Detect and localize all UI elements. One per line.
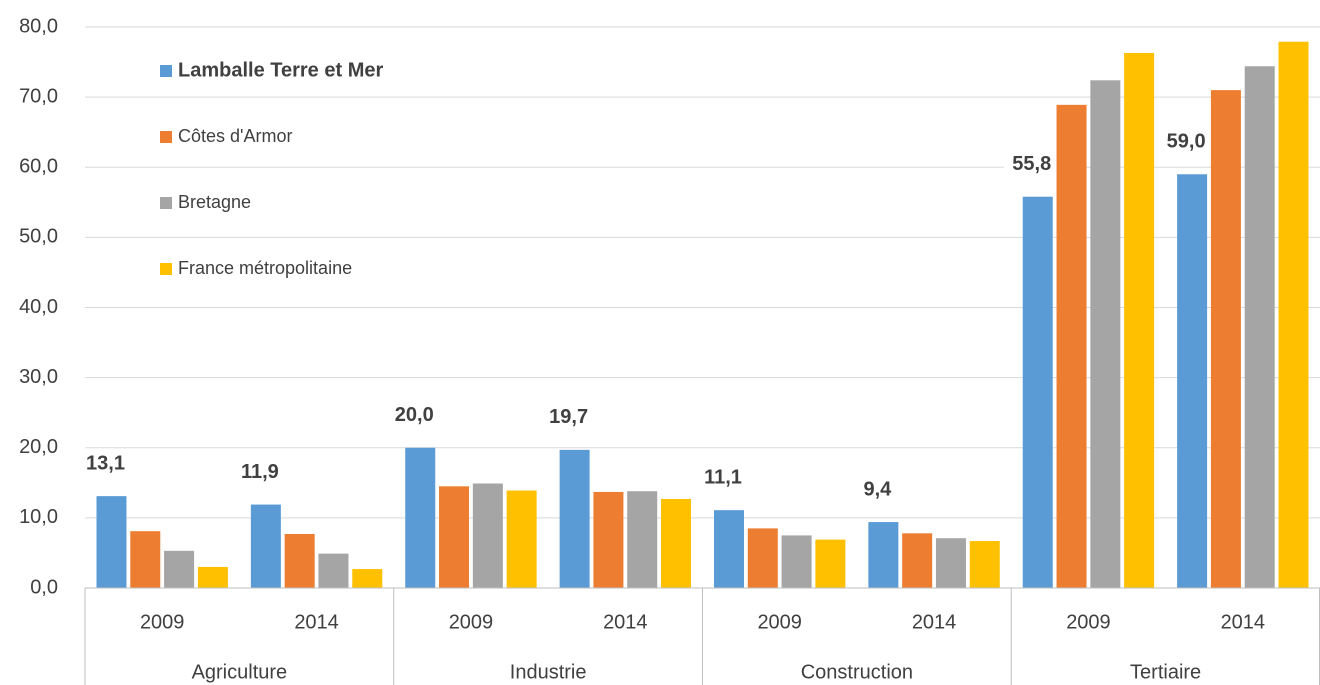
bar (96, 496, 127, 588)
x-tick-label: 2009 (1066, 611, 1111, 633)
y-tick-label: 60,0 (19, 156, 58, 178)
data-label-bg (849, 476, 906, 505)
y-tick-label: 20,0 (19, 436, 58, 458)
bar (868, 522, 899, 588)
bar (661, 498, 692, 588)
data-label-bg (386, 401, 443, 430)
data-label: 55,8 (1012, 153, 1051, 175)
group-label: Construction (801, 661, 913, 683)
legend-swatch (160, 197, 172, 209)
data-label: 59,0 (1167, 131, 1206, 153)
data-label: 11,1 (704, 466, 742, 488)
y-tick-label: 10,0 (19, 506, 58, 528)
bar (506, 490, 537, 588)
legend-label: Bretagne (178, 192, 251, 212)
legend-label: Côtes d'Armor (178, 126, 292, 146)
x-tick-label: 2014 (294, 611, 339, 633)
bar (318, 553, 349, 588)
data-label-bg (231, 458, 288, 487)
legend-label: France métropolitaine (178, 258, 352, 278)
bar (284, 534, 315, 588)
data-label: 19,7 (549, 406, 588, 428)
data-label: 9,4 (863, 478, 892, 500)
data-label: 13,1 (86, 452, 125, 474)
bar (1210, 90, 1241, 589)
bar (593, 491, 624, 588)
y-tick-label: 40,0 (19, 296, 58, 318)
bar (1124, 52, 1155, 589)
legend-swatch (160, 131, 172, 143)
x-tick-label: 2009 (140, 611, 185, 633)
bar (1244, 66, 1275, 588)
x-tick-label: 2014 (1221, 611, 1266, 633)
bar (1278, 41, 1309, 588)
x-tick-label: 2014 (912, 611, 957, 633)
data-label: 20,0 (395, 404, 434, 426)
bar (405, 447, 436, 588)
bar (472, 483, 503, 588)
bar (935, 538, 966, 588)
group-label: Industrie (510, 661, 587, 683)
data-label: 11,9 (241, 461, 279, 483)
data-label-bg (1158, 128, 1215, 157)
bar (1056, 104, 1087, 589)
bar (352, 569, 383, 588)
bar (164, 550, 195, 588)
x-tick-label: 2009 (757, 611, 802, 633)
y-tick-label: 70,0 (19, 85, 58, 107)
bar (713, 510, 744, 588)
bar (969, 541, 1000, 588)
bar (197, 566, 228, 588)
bar (250, 504, 281, 588)
bar (902, 533, 933, 588)
bar (627, 491, 658, 588)
y-tick-label: 0,0 (30, 576, 58, 598)
bar (781, 535, 812, 588)
y-tick-label: 30,0 (19, 366, 58, 388)
y-tick-label: 80,0 (19, 15, 58, 37)
bar (815, 539, 846, 588)
legend-label: Lamballe Terre et Mer (178, 59, 383, 81)
data-label-bg (540, 403, 597, 432)
data-label-bg (694, 464, 751, 493)
data-label-bg (77, 450, 134, 479)
bar (439, 486, 470, 588)
bar (1177, 174, 1208, 588)
group-label: Tertiaire (1130, 661, 1201, 683)
legend-swatch (160, 65, 172, 77)
bar (130, 531, 161, 588)
data-label-bg (1003, 150, 1060, 179)
x-tick-label: 2014 (603, 611, 648, 633)
group-label: Agriculture (192, 661, 288, 683)
x-tick-label: 2009 (449, 611, 494, 633)
y-tick-label: 50,0 (19, 226, 58, 248)
bar (559, 449, 590, 588)
legend-swatch (160, 263, 172, 275)
bar (1022, 196, 1053, 588)
bar (747, 528, 778, 588)
bar (1090, 80, 1121, 589)
